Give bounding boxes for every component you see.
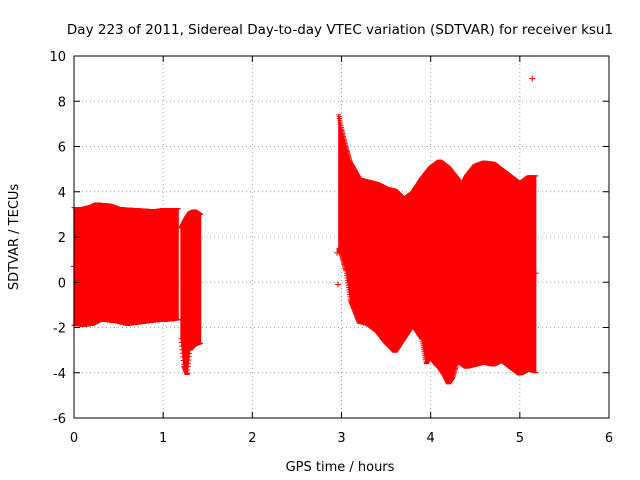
data-band-0: [71, 202, 181, 327]
y-tick-label: -4: [53, 367, 66, 382]
data-point: [334, 249, 341, 256]
x-tick-label: 6: [605, 431, 613, 446]
x-tick-label: 4: [427, 431, 435, 446]
x-axis-label: GPS time / hours: [286, 460, 395, 475]
y-tick-label: 0: [58, 276, 66, 291]
data-series: [71, 75, 539, 385]
chart-title: Day 223 of 2011, Sidereal Day-to-day VTE…: [67, 22, 613, 38]
data-band-1: [178, 209, 204, 376]
x-tick-label: 5: [516, 431, 524, 446]
y-tick-label: -6: [53, 412, 66, 427]
data-point: [529, 75, 536, 82]
y-tick-label: 8: [58, 95, 66, 110]
data-point: [334, 281, 341, 288]
y-tick-label: 4: [58, 186, 66, 201]
x-tick-label: 3: [337, 431, 345, 446]
axis-ticks: 0 1 2 3 4 5 6 -6 -4 -2 0 2 4 6 8 10: [49, 50, 613, 446]
y-tick-label: -2: [53, 322, 66, 337]
x-tick-label: 2: [248, 431, 256, 446]
y-tick-label: 10: [49, 50, 66, 65]
data-point: [532, 270, 539, 277]
data-band-2: [336, 114, 539, 385]
x-tick-label: 1: [159, 431, 167, 446]
x-tick-label: 0: [70, 431, 78, 446]
y-tick-label: 6: [58, 141, 66, 156]
y-tick-label: 2: [58, 231, 66, 246]
y-axis-label: SDTVAR / TECUs: [7, 184, 22, 291]
